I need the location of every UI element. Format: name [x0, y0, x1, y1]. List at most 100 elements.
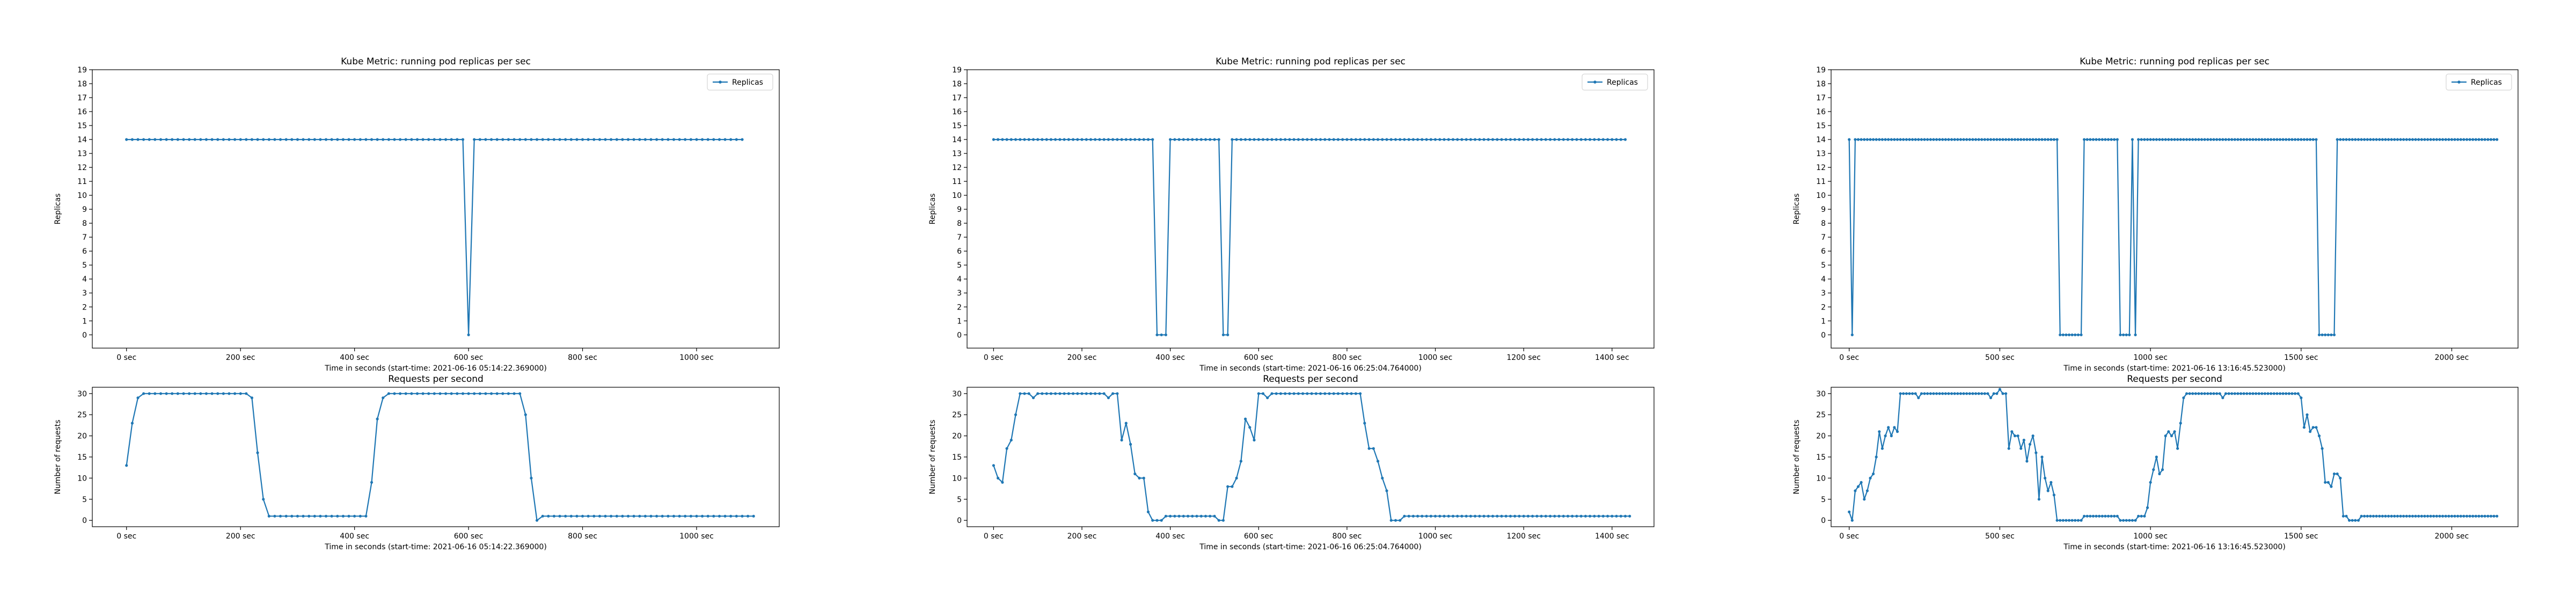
data-point: [233, 392, 237, 395]
data-point: [2378, 138, 2381, 141]
data-point: [1929, 392, 1932, 395]
data-point: [2197, 392, 2200, 395]
x-tick-label: 1400 sec: [1595, 353, 1629, 362]
data-point: [2266, 138, 2270, 141]
data-point: [1623, 138, 1627, 141]
x-tick-label: 400 sec: [1155, 353, 1185, 362]
data-point: [2080, 519, 2083, 522]
y-tick-label: 30: [952, 390, 962, 399]
data-point: [678, 514, 681, 518]
data-point: [2098, 138, 2101, 141]
data-point: [1102, 138, 1106, 141]
data-point: [1944, 392, 1947, 395]
data-point: [1085, 392, 1088, 395]
data-point: [1522, 514, 1525, 518]
y-tick-label: 5: [957, 261, 962, 270]
series-line: [993, 139, 1626, 336]
data-point: [2076, 333, 2080, 336]
data-point: [1531, 514, 1534, 518]
data-point: [2155, 138, 2158, 141]
data-point: [2351, 519, 2354, 522]
data-point: [1301, 138, 1305, 141]
data-point: [1394, 138, 1397, 141]
data-point: [2260, 138, 2264, 141]
data-point: [1513, 138, 1517, 141]
data-point: [1292, 392, 1296, 395]
data-point: [308, 514, 311, 518]
data-point: [1244, 138, 1247, 141]
data-point: [2375, 138, 2378, 141]
data-point: [1544, 138, 1547, 141]
data-point: [1571, 514, 1574, 518]
data-point: [1080, 138, 1084, 141]
data-point: [2083, 514, 2086, 518]
data-point: [171, 138, 174, 141]
data-point: [524, 413, 527, 416]
data-point: [592, 138, 596, 141]
data-point: [2035, 138, 2038, 141]
data-point: [2230, 392, 2234, 395]
data-point: [2037, 498, 2040, 501]
series-line: [993, 393, 1630, 521]
data-point: [2492, 514, 2496, 518]
x-tick-label: 1000 sec: [2133, 353, 2168, 362]
data-point: [678, 138, 681, 141]
data-point: [330, 138, 333, 141]
x-tick-label: 200 sec: [1067, 353, 1097, 362]
data-point: [393, 392, 396, 395]
data-point: [1971, 138, 1974, 141]
y-tick-label: 12: [952, 164, 962, 172]
data-point: [1367, 447, 1371, 450]
y-tick-label: 15: [77, 122, 87, 130]
data-point: [1098, 392, 1101, 395]
data-point: [1531, 138, 1534, 141]
x-tick-label: 500 sec: [1985, 532, 2015, 541]
data-point: [1980, 138, 1984, 141]
data-point: [2257, 138, 2260, 141]
y-tick-label: 12: [1816, 164, 1826, 172]
data-point: [501, 138, 504, 141]
y-tick-label: 13: [952, 150, 962, 158]
data-point: [2016, 434, 2019, 438]
data-point: [729, 514, 733, 518]
data-point: [1878, 138, 1881, 141]
data-point: [2354, 138, 2357, 141]
data-point: [1971, 392, 1974, 395]
y-tick-label: 3: [957, 289, 962, 298]
data-point: [547, 138, 550, 141]
data-point: [604, 138, 607, 141]
data-point: [2417, 514, 2420, 518]
data-point: [992, 138, 995, 141]
x-tick-label: 1000 sec: [1418, 353, 1453, 362]
data-point: [399, 138, 402, 141]
data-point: [2122, 333, 2125, 336]
data-point: [1496, 138, 1499, 141]
data-point: [1880, 447, 1884, 450]
data-point: [2294, 392, 2297, 395]
data-point: [165, 392, 168, 395]
data-point: [222, 392, 225, 395]
data-point: [1597, 514, 1600, 518]
data-point: [1474, 514, 1477, 518]
data-point: [478, 392, 481, 395]
data-point: [1932, 392, 1935, 395]
data-point: [632, 138, 635, 141]
data-point: [1191, 514, 1194, 518]
y-axis-label: Replicas: [54, 194, 62, 225]
data-point: [2158, 472, 2161, 476]
data-point: [1336, 138, 1340, 141]
data-point: [2438, 514, 2441, 518]
data-point: [2285, 138, 2288, 141]
data-point: [604, 514, 607, 518]
data-point: [2025, 460, 2029, 463]
data-point: [1872, 138, 1875, 141]
data-point: [1001, 138, 1004, 141]
data-point: [1266, 138, 1269, 141]
data-point: [302, 138, 305, 141]
data-point: [1540, 138, 1543, 141]
data-point: [1992, 138, 1995, 141]
data-point: [1394, 519, 1397, 522]
data-point: [501, 392, 504, 395]
data-point: [495, 392, 499, 395]
data-point: [1974, 392, 1978, 395]
